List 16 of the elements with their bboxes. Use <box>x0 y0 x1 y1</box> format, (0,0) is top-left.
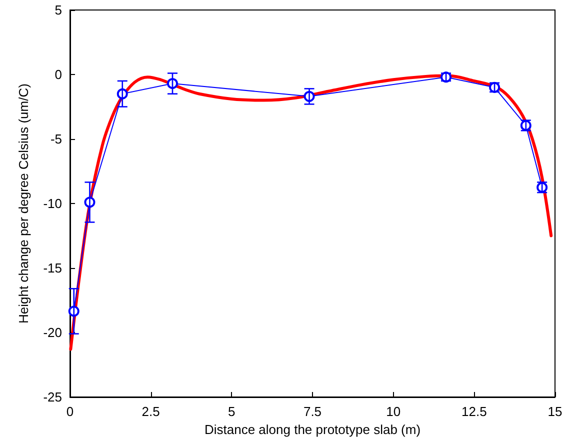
y-tick-label: 0 <box>54 67 62 82</box>
x-tick-label: 2.5 <box>142 404 160 419</box>
x-tick-label: 5 <box>228 404 236 419</box>
x-tick-label: 15 <box>548 404 562 419</box>
x-tick-label: 0 <box>66 404 74 419</box>
y-tick-label: -25 <box>43 390 62 404</box>
y-axis-title: Height change per degree Celsius (um/C) <box>16 84 31 324</box>
x-axis-title: Distance along the prototype slab (m) <box>204 422 421 437</box>
x-tick-label: 10 <box>386 404 401 419</box>
y-tick-label: 5 <box>54 2 62 18</box>
x-tick-label: 7.5 <box>303 404 322 419</box>
y-tick-label: -20 <box>43 325 62 340</box>
x-tick-label: 12.5 <box>462 404 487 419</box>
y-tick-label: -5 <box>50 132 62 146</box>
y-tick-label: -15 <box>43 260 62 276</box>
y-tick-label: -10 <box>43 196 62 211</box>
